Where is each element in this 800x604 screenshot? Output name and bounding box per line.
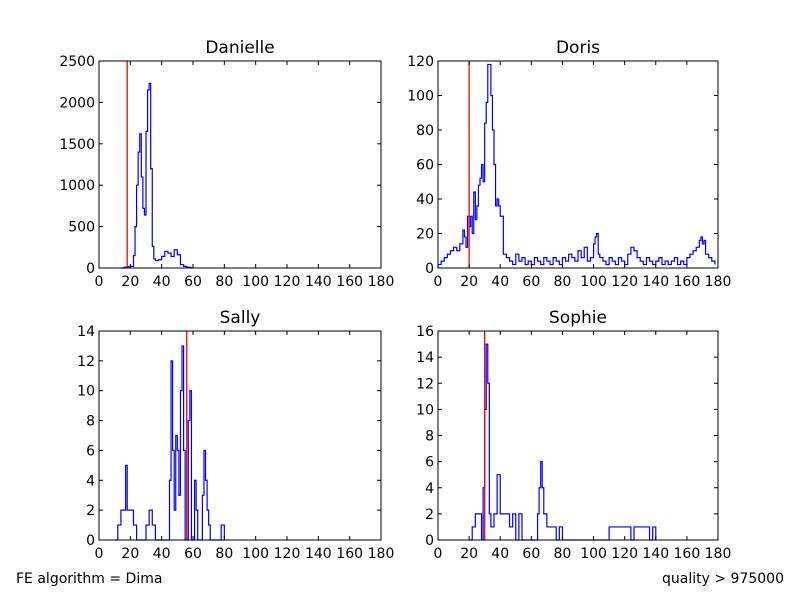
y-tick-label-doris: 20 (416, 227, 434, 243)
x-tick-label-doris: 100 (580, 274, 607, 290)
y-tick-label-doris: 120 (407, 54, 434, 70)
y-tick-label-danielle: 1000 (59, 178, 95, 194)
y-tick-label-danielle: 1500 (59, 137, 95, 153)
x-tick-label-sophie: 80 (554, 546, 572, 562)
x-tick-label-danielle: 80 (215, 274, 233, 290)
panel-sally: Sally 0 20 40 60 80 100 120 140 160 180 0 2 4 6 8 10 12 14 (77, 308, 394, 562)
y-tick-label-doris: 80 (416, 123, 434, 139)
x-tick-label-danielle: 120 (274, 274, 301, 290)
y-tick-label-doris: 40 (416, 192, 434, 208)
axes-frame-doris (437, 60, 719, 269)
y-tick-label-doris: 100 (407, 89, 434, 105)
x-tick-label-doris: 0 (434, 274, 443, 290)
panel-title-sophie: Sophie (549, 308, 607, 328)
y-tick-label-sally: 10 (77, 384, 95, 400)
x-tick-label-doris: 80 (554, 274, 572, 290)
y-tick-label-danielle: 0 (86, 261, 95, 277)
x-tick-label-danielle: 0 (95, 274, 104, 290)
panel-title-danielle: Danielle (205, 38, 274, 58)
x-tick-label-sally: 120 (274, 546, 301, 562)
x-tick-label-sophie: 160 (674, 546, 701, 562)
x-tick-label-danielle: 20 (121, 274, 139, 290)
y-tick-label-sophie: 0 (425, 533, 434, 549)
panel-title-doris: Doris (556, 38, 600, 58)
x-tick-label-danielle: 180 (368, 274, 395, 290)
panel-title-sally: Sally (220, 308, 261, 328)
algorithm-footnote: FE algorithm = Dima (16, 571, 163, 587)
x-tick-label-sophie: 120 (611, 546, 638, 562)
y-tick-label-danielle: 500 (68, 220, 95, 236)
y-tick-label-doris: 60 (416, 158, 434, 174)
x-tick-label-sophie: 100 (580, 546, 607, 562)
y-tick-label-sally: 0 (86, 533, 95, 549)
x-tick-label-danielle: 60 (184, 274, 202, 290)
quality-footnote: quality > 975000 (662, 571, 784, 587)
y-tick-label-doris: 0 (425, 261, 434, 277)
x-tick-label-sophie: 140 (642, 546, 669, 562)
x-tick-label-sophie: 20 (460, 546, 478, 562)
y-tick-label-sally: 2 (86, 503, 95, 519)
histogram-series-sally (114, 345, 225, 541)
y-tick-label-sophie: 4 (425, 481, 434, 497)
y-tick-label-sophie: 6 (425, 455, 434, 471)
x-tick-label-sally: 0 (95, 546, 104, 562)
x-tick-label-doris: 60 (522, 274, 540, 290)
x-tick-label-sally: 80 (215, 546, 233, 562)
x-tick-label-doris: 20 (460, 274, 478, 290)
x-tick-label-sophie: 180 (705, 546, 732, 562)
y-tick-label-sophie: 12 (416, 376, 434, 392)
y-tick-label-sally: 8 (86, 414, 95, 430)
y-tick-label-sophie: 2 (425, 507, 434, 523)
histogram-series-sophie (469, 343, 657, 541)
y-tick-label-sophie: 10 (416, 402, 434, 418)
panel-sophie: Sophie 0 20 40 60 80 100 120 140 160 180 0 2 4 6 8 10 12 1… (416, 308, 731, 562)
y-tick-label-sophie: 16 (416, 324, 434, 340)
y-tick-label-sally: 6 (86, 443, 95, 459)
y-tick-label-danielle: 2000 (59, 95, 95, 111)
x-tick-label-sophie: 40 (491, 546, 509, 562)
axes-frame-sophie (437, 330, 719, 541)
x-tick-label-sally: 180 (368, 546, 395, 562)
x-tick-label-sally: 160 (336, 546, 363, 562)
x-tick-label-danielle: 40 (153, 274, 171, 290)
axes-frame-sally (98, 330, 382, 541)
x-tick-label-sally: 40 (153, 546, 171, 562)
x-tick-label-doris: 40 (491, 274, 509, 290)
x-tick-label-sally: 100 (242, 546, 269, 562)
x-tick-label-doris: 180 (705, 274, 732, 290)
x-tick-label-sally: 60 (184, 546, 202, 562)
x-tick-label-sally: 140 (305, 546, 332, 562)
x-tick-label-danielle: 140 (305, 274, 332, 290)
x-tick-label-danielle: 160 (336, 274, 363, 290)
y-tick-label-sophie: 8 (425, 429, 434, 445)
x-tick-label-sally: 20 (121, 546, 139, 562)
y-tick-label-sophie: 14 (416, 350, 434, 366)
x-tick-label-danielle: 100 (242, 274, 269, 290)
x-tick-label-doris: 120 (611, 274, 638, 290)
axes-frame-danielle (98, 60, 382, 269)
histogram-series-danielle (120, 82, 194, 269)
y-tick-label-sally: 12 (77, 354, 95, 370)
y-tick-label-sally: 4 (86, 473, 95, 489)
panel-danielle: Danielle 0 20 40 60 80 100 120 140 160 180 0 500 1000… (59, 38, 394, 290)
histogram-series-doris (437, 63, 716, 268)
x-tick-label-doris: 140 (642, 274, 669, 290)
x-tick-label-doris: 160 (674, 274, 701, 290)
y-tick-label-sally: 14 (77, 324, 95, 340)
y-tick-label-danielle: 2500 (59, 54, 95, 70)
x-tick-label-sophie: 60 (522, 546, 540, 562)
x-tick-label-sophie: 0 (434, 546, 443, 562)
